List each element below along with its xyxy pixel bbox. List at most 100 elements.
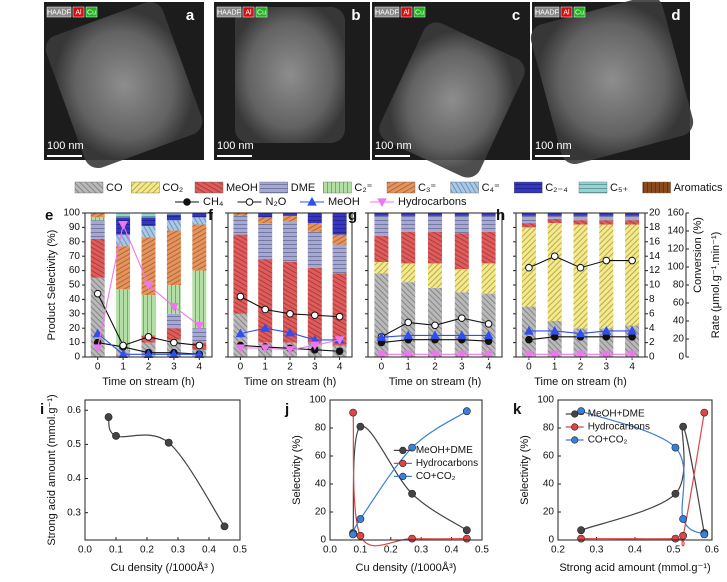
panel-letter: j	[284, 401, 289, 418]
legend-label: C₃⁼	[418, 182, 436, 194]
marker	[602, 256, 611, 265]
y3-tick-label: 120	[667, 244, 684, 255]
bar-segment	[192, 217, 207, 225]
y-tick-label: 0	[74, 352, 80, 363]
y-tick-label: 0.6	[67, 405, 81, 416]
x-tick-label: 4	[629, 362, 635, 373]
x-axis-label: Time on stream (h)	[389, 376, 482, 388]
legend-swatch	[578, 181, 608, 194]
bar-segment	[374, 213, 389, 216]
legend-marker	[399, 459, 407, 468]
marker	[92, 344, 103, 353]
bar-segment	[116, 289, 131, 350]
scale-label: 100 nm	[47, 140, 84, 152]
legend-swatch	[514, 181, 543, 194]
marker	[550, 252, 559, 261]
bar-segment	[547, 218, 562, 224]
data-point	[408, 534, 416, 543]
marker	[261, 305, 270, 314]
y-tick-label: 20	[543, 507, 555, 518]
data-point	[577, 407, 585, 416]
plot-frame	[84, 399, 241, 541]
bar-segment	[332, 273, 347, 346]
bar-segment	[547, 223, 562, 321]
bar-segment	[573, 215, 588, 221]
bar-segment	[401, 263, 416, 283]
marker	[483, 330, 494, 340]
bar-segment	[599, 220, 614, 225]
x-tick-label: 0.1	[109, 545, 123, 556]
bar-segment	[116, 246, 131, 290]
x-axis-label: Time on stream (h)	[244, 376, 337, 388]
data-point	[356, 515, 365, 523]
y-tick-label: 100	[309, 395, 326, 406]
marker	[484, 320, 493, 328]
bar-segment	[90, 213, 105, 218]
bar-segment	[401, 215, 416, 232]
marker	[144, 333, 153, 341]
marker	[309, 341, 320, 351]
x-tick-label: 3	[312, 362, 318, 373]
y-tick-label: 100	[63, 208, 80, 219]
y3-tick-label: 80	[673, 280, 685, 291]
bar-segment	[166, 313, 181, 329]
marker	[524, 350, 534, 360]
bar-segment	[141, 213, 156, 218]
bar-segment	[625, 215, 640, 221]
data-point	[104, 413, 113, 421]
bar-segment	[521, 223, 536, 228]
y-tick-label: 60	[543, 451, 555, 462]
series-line	[581, 412, 705, 547]
tag-label: Al	[75, 9, 82, 16]
y3-tick-label: 60	[673, 298, 685, 309]
bar-segment	[141, 217, 156, 226]
scale-label: 100 nm	[375, 140, 412, 152]
x-axis-label: Time on stream (h)	[534, 376, 627, 388]
bar-segment	[141, 225, 156, 238]
x-tick-label: 2	[432, 362, 438, 373]
bar-segment	[573, 224, 588, 329]
y-tick-label: 0	[548, 535, 554, 546]
legend-label: CO₂	[162, 182, 183, 194]
bar-segment	[454, 233, 469, 270]
marker	[430, 350, 440, 360]
bar-segment	[454, 292, 469, 357]
bar-segment	[233, 234, 248, 314]
tag-box	[400, 6, 413, 18]
tag-box	[242, 6, 255, 18]
legend-marker	[571, 436, 579, 444]
x-tick-label: 0.1	[353, 545, 367, 556]
tag-box	[413, 6, 426, 18]
y2-tick-label: 18	[649, 222, 661, 233]
marker	[195, 341, 204, 350]
bar-segment	[166, 213, 181, 215]
tag-label: Cu	[257, 9, 266, 16]
legend-label: C₄⁼	[482, 182, 500, 194]
y-axis-label: Strong acid amount (mmol.g⁻¹)	[46, 394, 58, 545]
marker	[169, 302, 179, 312]
marker	[335, 347, 344, 356]
bar-segment	[141, 237, 156, 296]
bar-segment	[166, 214, 181, 221]
y-tick-label: 90	[69, 222, 81, 233]
tag-box	[216, 6, 242, 18]
marker	[628, 256, 636, 265]
y3-axis-label: Rate (μmol.g⁻¹.min⁻¹)	[710, 232, 722, 339]
x-tick-label: 1	[262, 362, 268, 373]
bar-segment	[573, 213, 588, 216]
y-tick-label: 40	[315, 479, 327, 490]
bar-segment	[90, 217, 105, 221]
bar-segment	[481, 213, 496, 216]
tag-label: HAADF	[375, 9, 399, 16]
bar-segment	[233, 215, 248, 235]
x-tick-label: 0	[95, 362, 101, 373]
x-tick-label: 2	[146, 362, 152, 373]
bar-segment	[283, 261, 297, 343]
x-tick-label: 0.6	[705, 545, 719, 556]
marker	[307, 197, 317, 206]
marker	[524, 325, 534, 335]
bar-segment	[307, 267, 322, 343]
x-axis-label: Cu density (/1000Å³)	[356, 561, 457, 574]
x-tick-label: 0.4	[202, 545, 216, 556]
marker	[627, 350, 637, 360]
